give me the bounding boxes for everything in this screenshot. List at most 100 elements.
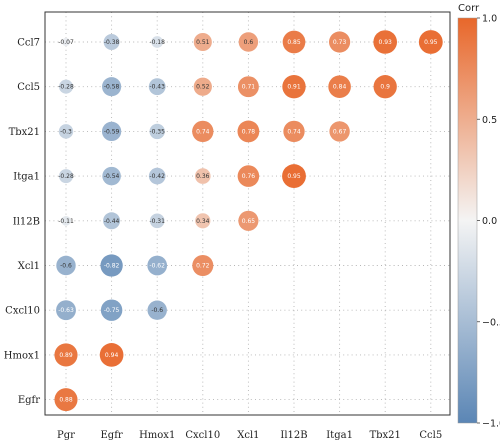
corr-bubble xyxy=(99,343,124,367)
corr-value-label: -0.35 xyxy=(149,128,165,135)
corr-value-label: 0.36 xyxy=(196,173,210,180)
corr-value-label: 0.84 xyxy=(333,84,347,91)
x-tick-label: Pgr xyxy=(57,430,75,441)
x-tick-label: Ccl5 xyxy=(419,430,442,441)
corr-bubble xyxy=(282,75,306,99)
value-labels: -0.07 -0.38 -0.18 0.51 0.6 0.85 0.73 0.93 0.95 -0… xyxy=(58,39,437,404)
corr-value-label: -0.54 xyxy=(104,173,120,180)
x-tick-label: Egfr xyxy=(101,430,123,441)
legend-ticks: 1.0 0.5 0.0 −0.5 −1.0 xyxy=(477,14,500,430)
corr-value-label: -0.59 xyxy=(104,128,120,135)
corr-value-label: 0.88 xyxy=(59,397,73,404)
corr-value-label: -0.11 xyxy=(58,218,74,225)
y-tick-label: Cxcl10 xyxy=(5,306,40,317)
x-axis-ticks: Pgr Egfr Hmox1 Cxcl10 Xcl1 Il12B Itga1 Tbx21 Ccl… xyxy=(57,430,442,441)
corr-bubble xyxy=(148,78,166,96)
corr-value-label: -0.6 xyxy=(151,307,163,314)
corr-value-label: -0.31 xyxy=(149,218,165,225)
legend-tick-label: 1.0 xyxy=(482,14,497,25)
corr-bubble xyxy=(147,255,168,276)
corr-bubble xyxy=(148,167,166,185)
corr-bubble xyxy=(147,300,167,320)
corr-value-label: 0.93 xyxy=(379,39,393,46)
corr-value-label: 0.74 xyxy=(287,128,301,135)
y-tick-label: Xcl1 xyxy=(18,261,40,272)
corr-bubble xyxy=(102,166,121,186)
x-tick-label: Hmox1 xyxy=(139,430,175,441)
color-legend: Corr 1.0 0.5 0.0 −0.5 −1.0 xyxy=(457,3,500,430)
corr-value-label: 0.65 xyxy=(242,218,256,225)
corr-value-label: 0.76 xyxy=(242,173,256,180)
corr-bubble xyxy=(151,36,164,48)
y-tick-label: Ccl7 xyxy=(17,38,40,49)
corr-bubble xyxy=(58,169,74,184)
corr-bubble xyxy=(58,124,74,139)
y-tick-label: Ccl5 xyxy=(17,82,40,93)
corr-value-label: 0.51 xyxy=(196,39,210,46)
x-tick-label: Xcl1 xyxy=(237,430,259,441)
corr-value-label: -0.58 xyxy=(104,84,120,91)
x-tick-label: Il12B xyxy=(280,430,307,441)
corr-bubble xyxy=(192,120,214,143)
corr-value-label: -0.62 xyxy=(149,263,165,270)
corr-value-label: 0.52 xyxy=(196,84,210,91)
corr-value-label: -0.44 xyxy=(104,218,120,225)
corr-value-label: 0.73 xyxy=(333,39,347,46)
corr-bubble xyxy=(329,31,351,53)
legend-colorbar xyxy=(457,17,478,424)
corr-value-label: 0.85 xyxy=(287,39,301,46)
corr-bubble xyxy=(149,213,165,229)
corr-bubble xyxy=(329,121,350,142)
corr-value-label: 0.6 xyxy=(244,39,254,46)
x-tick-label: Cxcl10 xyxy=(185,430,220,441)
corr-bubble xyxy=(237,76,259,98)
plot-frame xyxy=(44,11,451,416)
corr-value-label: -0.38 xyxy=(104,39,120,46)
corr-bubble xyxy=(103,34,120,50)
corr-bubble xyxy=(373,75,397,99)
corr-bubble xyxy=(195,213,211,229)
y-tick-label: Egfr xyxy=(18,395,40,406)
corr-bubble xyxy=(328,75,351,98)
legend-tick-label: 0.5 xyxy=(482,115,497,126)
corr-bubble xyxy=(54,343,78,367)
corr-value-label: -0.63 xyxy=(58,307,74,314)
bubble-layer xyxy=(54,30,443,412)
y-tick-label: Tbx21 xyxy=(9,127,40,138)
y-tick-label: Itga1 xyxy=(13,172,40,183)
corr-bubble xyxy=(282,30,306,54)
corr-value-label: 0.9 xyxy=(380,84,390,91)
corr-bubble xyxy=(61,215,71,226)
x-tick-label: Itga1 xyxy=(326,430,353,441)
corr-value-label: 0.72 xyxy=(196,263,210,270)
corr-value-label: -0.28 xyxy=(58,173,74,180)
y-tick-label: Il12B xyxy=(13,216,40,227)
corr-bubble xyxy=(56,255,76,276)
corr-bubble xyxy=(54,388,78,412)
corr-bubble xyxy=(238,32,259,52)
corr-bubble xyxy=(237,120,260,143)
corr-value-label: 0.78 xyxy=(242,128,256,135)
legend-title: Corr xyxy=(458,3,480,14)
y-tick-label: Hmox1 xyxy=(4,350,40,361)
corr-bubble xyxy=(283,120,305,143)
corr-value-label: 0.34 xyxy=(196,218,210,225)
corr-bubble xyxy=(193,77,212,96)
corr-value-label: -0.28 xyxy=(58,84,74,91)
corr-value-label: -0.07 xyxy=(58,39,74,46)
corr-bubble xyxy=(373,30,398,54)
legend-tick-label: −1.0 xyxy=(482,419,500,430)
corr-bubble xyxy=(61,37,71,47)
corr-value-label: 0.71 xyxy=(242,84,256,91)
corr-bubble xyxy=(103,212,121,230)
corr-bubble xyxy=(100,254,123,277)
corr-value-label: 0.74 xyxy=(196,128,210,135)
corr-bubble xyxy=(193,32,212,52)
corr-value-label: -0.18 xyxy=(149,39,165,46)
corr-bubble xyxy=(418,30,443,54)
corr-bubble xyxy=(101,121,122,142)
legend-tick-label: 0.0 xyxy=(482,216,497,227)
y-axis-ticks: Ccl7 Ccl5 Tbx21 Itga1 Il12B Xcl1 Cxcl10 Hmox1 Eg… xyxy=(4,38,40,407)
corr-value-label: -0.43 xyxy=(149,84,165,91)
